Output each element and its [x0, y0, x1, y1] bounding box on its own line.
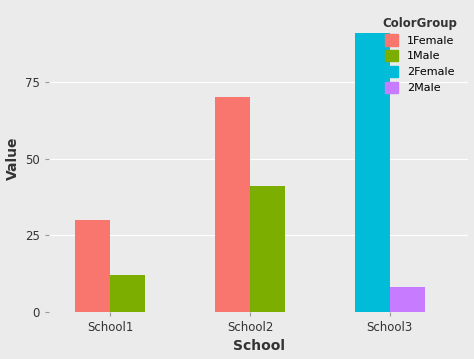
Bar [250, 186, 285, 312]
Bar [390, 287, 425, 312]
Bar [75, 220, 110, 312]
Bar [215, 97, 250, 312]
Bar [110, 275, 145, 312]
X-axis label: School: School [233, 340, 285, 354]
Legend: 1Female, 1Male, 2Female, 2Male: 1Female, 1Male, 2Female, 2Male [377, 11, 463, 99]
Y-axis label: Value: Value [6, 137, 19, 181]
Bar [355, 33, 390, 312]
